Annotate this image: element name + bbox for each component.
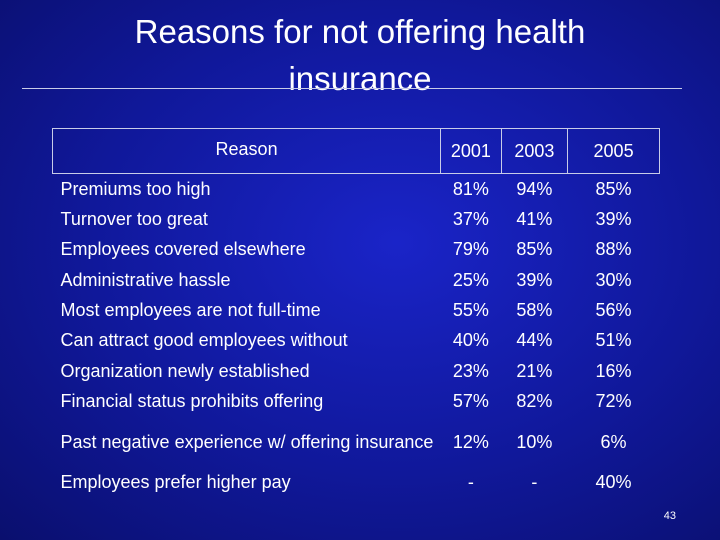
value-2005-cell: 56%: [595, 300, 632, 321]
reason-cell: Most employees are not full-time: [60, 300, 321, 321]
reason-cell: Employees covered elsewhere: [60, 239, 306, 260]
table-header-row: Reason 2001 2003 2005: [51, 128, 660, 174]
header-2003: 2003: [501, 128, 569, 174]
value-2003-cell: 21%: [516, 360, 553, 381]
value-2003-cell: 58%: [516, 300, 553, 321]
header-reason: Reason: [51, 128, 442, 174]
table-row: Employees prefer higher pay - - 40%: [53, 468, 660, 499]
value-2003-cell: 44%: [516, 330, 553, 351]
reason-cell: Employees prefer higher pay: [60, 472, 291, 493]
value-2005-cell: 88%: [595, 239, 632, 260]
value-2001-cell: 57%: [452, 391, 489, 412]
value-2003-cell: 94%: [516, 178, 553, 199]
value-2005-cell: 72%: [595, 391, 632, 412]
value-2003-cell: -: [531, 472, 538, 493]
value-2005-cell: 85%: [595, 178, 632, 199]
value-2001-cell: 25%: [452, 269, 489, 290]
value-2001-cell: 79%: [452, 239, 489, 260]
reasons-table: Reason 2001 2003 2005 Premiums too high …: [51, 128, 660, 499]
table-row: Turnover too great 37% 41% 39%: [53, 204, 660, 234]
value-2003-cell: 41%: [516, 209, 553, 230]
table-row: Most employees are not full-time 55% 58%…: [53, 295, 660, 325]
value-2005-cell: 51%: [595, 330, 632, 351]
value-2005-cell: 40%: [595, 472, 632, 493]
reason-cell: Past negative experience w/ offering ins…: [60, 432, 434, 453]
title-divider: [22, 88, 682, 89]
reasons-table-container: Reason 2001 2003 2005 Premiums too high …: [51, 128, 660, 499]
reason-cell: Financial status prohibits offering: [60, 391, 324, 412]
value-2001-cell: 40%: [452, 330, 489, 351]
reason-cell: Can attract good employees without: [60, 330, 348, 351]
value-2003-cell: 85%: [516, 239, 553, 260]
value-2001-cell: 55%: [452, 300, 489, 321]
value-2001-cell: 37%: [452, 209, 489, 230]
value-2003-cell: 82%: [516, 391, 553, 412]
header-2005: 2005: [567, 128, 660, 174]
value-2005-cell: 39%: [595, 209, 632, 230]
value-2001-cell: 12%: [452, 431, 489, 452]
table-row: Can attract good employees without 40% 4…: [53, 326, 660, 356]
value-2003-cell: 10%: [516, 431, 553, 452]
reason-cell: Administrative hassle: [60, 269, 231, 290]
value-2005-cell: 6%: [600, 431, 627, 452]
value-2001-cell: 81%: [452, 178, 489, 199]
table-row: Premiums too high 81% 94% 85%: [53, 174, 660, 205]
page-number: 43: [663, 510, 676, 522]
value-2005-cell: 30%: [595, 269, 632, 290]
table-row: Employees covered elsewhere 79% 85% 88%: [53, 235, 660, 265]
value-2005-cell: 16%: [595, 360, 632, 381]
slide-title: Reasons for not offering health insuranc…: [134, 13, 586, 97]
reason-cell: Organization newly established: [60, 360, 310, 381]
reason-cell: Premiums too high: [60, 178, 211, 199]
table-row: Administrative hassle 25% 39% 30%: [53, 265, 660, 295]
value-2001-cell: 23%: [452, 360, 489, 381]
table-row: Past negative experience w/ offering ins…: [53, 417, 660, 468]
table-row: Organization newly established 23% 21% 1…: [53, 356, 660, 386]
value-2003-cell: 39%: [516, 269, 553, 290]
table-row: Financial status prohibits offering 57% …: [53, 387, 660, 417]
header-2001: 2001: [440, 128, 502, 174]
value-2001-cell: -: [467, 472, 474, 493]
reason-cell: Turnover too great: [60, 209, 208, 230]
